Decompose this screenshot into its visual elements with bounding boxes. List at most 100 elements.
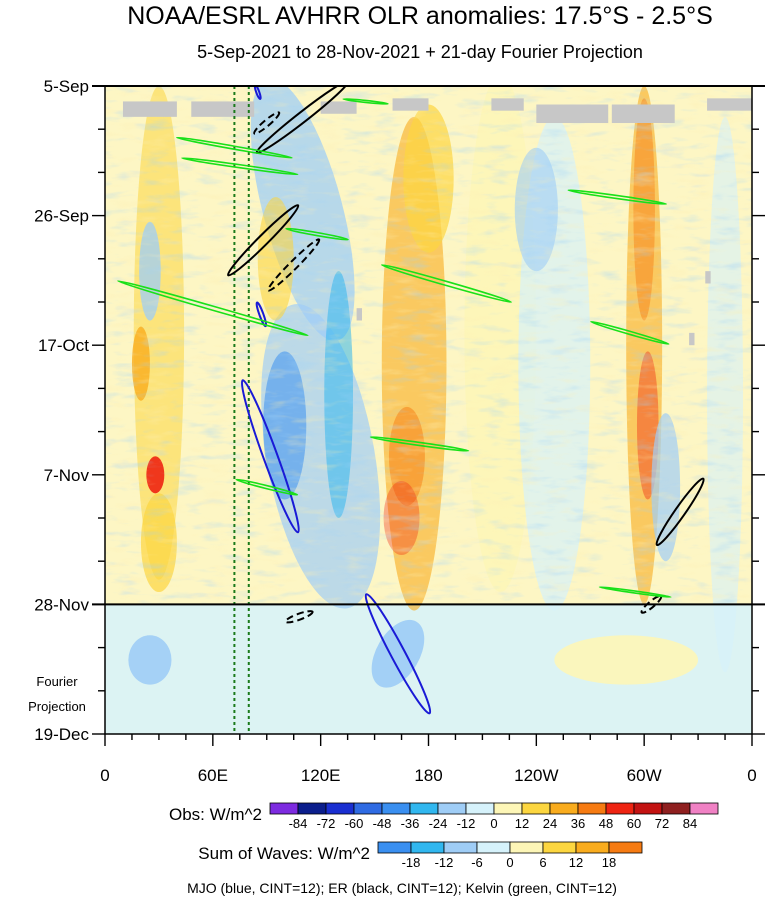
colorbar-level-label: 0 [490,816,497,831]
er-contour [227,204,300,277]
colorbar-swatch [549,802,579,815]
footer-caption: MJO (blue, CINT=12); ER (black, CINT=12)… [187,880,617,896]
colorbar-swatch [410,841,445,854]
colorbar-swatch [509,841,544,854]
y-tick-label: 26-Sep [34,207,89,226]
colorbar-label: Obs: W/m^2 [169,805,262,824]
colorbar-level-label: 72 [655,816,669,831]
colorbar-level-label: -60 [345,816,364,831]
colorbar-swatch [381,802,411,815]
plot-area [105,86,752,734]
x-tick-label: 120W [514,766,558,785]
x-tick-label: 0 [747,766,756,785]
kelvin-contour [567,189,667,205]
mjo-contour [240,379,300,534]
colorbar-swatch [689,802,719,815]
colorbar-swatch [437,802,467,815]
colorbar-swatch [575,841,610,854]
colorbar-swatch [353,802,383,815]
kelvin-contour [117,280,309,337]
kelvin-contour [369,436,470,452]
colorbar-swatch [443,841,478,854]
colorbar-swatch [605,802,635,815]
kelvin-contour [235,478,299,496]
anomaly-patch [128,635,172,685]
wave-contours [117,86,705,715]
colorbar-level-label: 0 [506,855,513,870]
y-tick-label: 19-Dec [34,725,89,744]
colorbar-swatch [377,841,412,854]
colorbar-level-label: -36 [401,816,420,831]
projection-label-line2: Projection [28,699,86,714]
colorbar-level-label: -6 [471,855,483,870]
er-contour [253,111,281,135]
colorbar-level-label: -12 [435,855,454,870]
colorbar-level-label: -48 [373,816,392,831]
x-tick-label: 0 [100,766,109,785]
y-axis: 5-Sep 26-Sep 17-Oct 7-Nov 28-Nov 19-Dec [34,77,765,744]
colorbar-swatch [409,802,439,815]
x-tick-label: 60W [627,766,662,785]
missing-data [122,98,752,346]
colorbar-swatch [577,802,607,815]
missing-data-block [191,101,255,117]
colorbar-level-label: 48 [599,816,613,831]
kelvin-contour [590,320,670,345]
y-tick-label: 17-Oct [38,336,89,355]
waves-colorbar: Sum of Waves: W/m^2 -18 -12 -6 0 6 12 18 [198,841,643,870]
x-axis: 0 60E 120E 180 120W 60W 0 [100,734,757,785]
colorbar-swatch [325,802,355,815]
colorbar-level-label: 12 [515,816,529,831]
missing-data-block [536,104,609,124]
missing-data-block [392,98,429,111]
y-tick-label: 28-Nov [34,595,89,614]
kelvin-contour [285,227,349,241]
colorbar-level-label: 18 [602,855,616,870]
missing-data-block [320,101,357,114]
kelvin-contour [176,136,293,159]
x-tick-label: 120E [301,766,341,785]
kelvin-contour [342,98,389,105]
chart-title: NOAA/ESRL AVHRR OLR anomalies: 17.5°S - … [127,2,713,30]
colorbar-swatch [465,802,495,815]
missing-data-block [705,271,711,284]
mjo-contour [253,86,262,100]
colorbar-swatch [269,802,299,815]
mjo-contour [364,593,432,715]
colorbar-level-label: -12 [457,816,476,831]
projection-label-line1: Fourier [36,674,78,689]
er-contour [655,477,705,547]
colorbar-swatch [493,802,523,815]
y-tick-label: 5-Sep [44,77,89,96]
missing-data-block [356,308,363,321]
er-contour [267,238,321,292]
colorbar-level-label: 24 [543,816,557,831]
colorbar-level-label: 36 [571,816,585,831]
anomaly-patch [554,635,699,685]
reference-lines [233,86,250,734]
colorbar-level-label: 84 [683,816,697,831]
colorbar-level-label: 12 [569,855,583,870]
missing-data-block [491,98,524,111]
obs-colorbar: Obs: W/m^2 -84 -72 -60 -48 -36 -24 -12 0 12 24 36 48… [169,802,719,831]
colorbar-level-label: 60 [627,816,641,831]
missing-data-block [689,332,695,346]
colorbar-level-label: -18 [402,855,421,870]
colorbar-level-label: -84 [289,816,308,831]
missing-data-block [707,98,752,111]
kelvin-contour [181,157,299,176]
anomaly-texture [105,86,752,604]
kelvin-contour [380,264,513,303]
x-tick-label: 180 [414,766,442,785]
anomaly-patch [371,619,425,688]
colorbar-level-label: 6 [539,855,546,870]
er-contour [284,610,314,624]
colorbar-swatch [542,841,577,854]
mjo-contour [255,301,268,328]
colorbar-level-label: -72 [317,816,336,831]
colorbar-swatch [608,841,643,854]
colorbar-label: Sum of Waves: W/m^2 [198,844,370,863]
colorbar-level-label: -24 [429,816,448,831]
missing-data-block [611,104,675,124]
